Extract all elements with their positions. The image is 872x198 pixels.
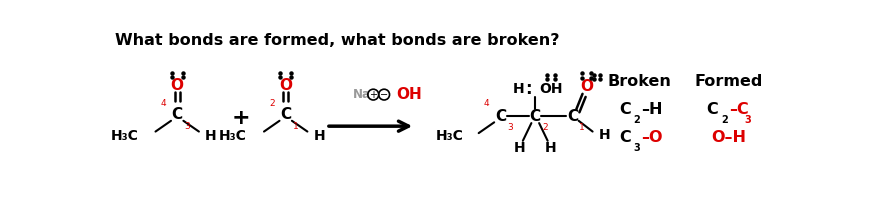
- Text: O: O: [171, 78, 184, 93]
- Text: C: C: [619, 103, 630, 117]
- Text: +: +: [231, 109, 250, 129]
- Text: 2: 2: [542, 123, 548, 132]
- Text: H: H: [514, 142, 526, 155]
- Text: –O: –O: [642, 130, 663, 145]
- Text: H₃C: H₃C: [111, 129, 139, 143]
- Text: 3: 3: [508, 123, 513, 132]
- Text: –C: –C: [729, 103, 749, 117]
- Text: 3: 3: [634, 143, 640, 153]
- Text: C: C: [567, 109, 578, 124]
- Text: Broken: Broken: [608, 74, 671, 89]
- Text: What bonds are formed, what bonds are broken?: What bonds are formed, what bonds are br…: [115, 33, 560, 48]
- Text: H: H: [513, 82, 524, 96]
- Text: Formed: Formed: [695, 74, 763, 89]
- Text: 2: 2: [269, 99, 275, 108]
- Text: :: :: [525, 80, 532, 98]
- Text: 3: 3: [184, 122, 190, 130]
- Text: 2: 2: [634, 115, 640, 125]
- Text: C: C: [619, 130, 630, 145]
- Text: OH: OH: [539, 82, 562, 96]
- Text: O: O: [279, 78, 292, 93]
- Text: H₃C: H₃C: [435, 129, 463, 143]
- Text: OH: OH: [396, 87, 421, 102]
- Text: Na: Na: [353, 88, 371, 101]
- Text: −: −: [380, 90, 388, 100]
- Text: +: +: [369, 90, 378, 100]
- Text: C: C: [706, 103, 719, 117]
- Text: O: O: [580, 79, 593, 94]
- Text: 4: 4: [484, 99, 489, 109]
- Text: C: C: [172, 107, 183, 122]
- Text: 3: 3: [745, 115, 752, 125]
- Text: O–H: O–H: [712, 130, 746, 145]
- Text: C: C: [529, 109, 541, 124]
- Text: H: H: [314, 129, 325, 143]
- Text: H: H: [205, 129, 217, 143]
- Text: 2: 2: [721, 115, 728, 125]
- Text: 1: 1: [293, 122, 298, 130]
- Text: H: H: [545, 142, 556, 155]
- Text: H₃C: H₃C: [219, 129, 247, 143]
- Text: 4: 4: [160, 99, 167, 108]
- Text: H: H: [599, 128, 610, 142]
- Text: 1: 1: [579, 123, 585, 132]
- Text: C: C: [494, 109, 506, 124]
- Text: –H: –H: [642, 103, 663, 117]
- Text: C: C: [280, 107, 291, 122]
